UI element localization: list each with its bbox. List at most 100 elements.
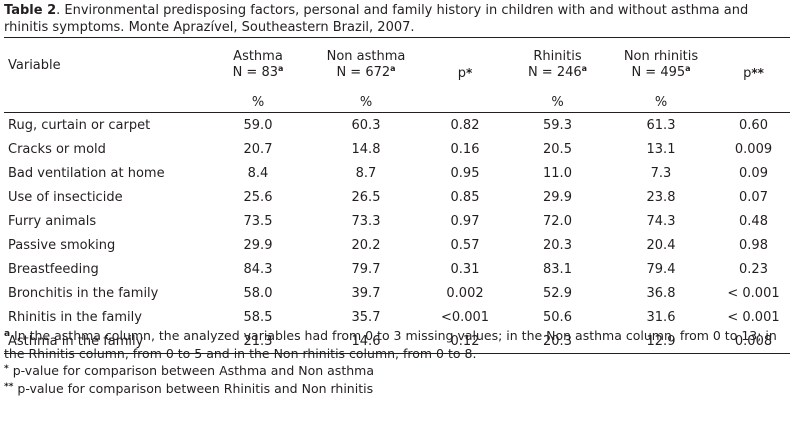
- cell-non-asthma: 14.6: [312, 329, 420, 354]
- header-non-asthma-label: Non asthma: [326, 49, 406, 64]
- caption-text: . Environmental predisposing factors, pe…: [4, 3, 749, 35]
- cell-non-rhinitis: 74.3: [646, 213, 676, 229]
- cell-rhinitis: 20.3: [510, 329, 605, 354]
- table-row: Bronchitis in the family 58.0 39.7 0.002 52.…: [4, 281, 790, 305]
- header-non-rhinitis-n: N = 495a: [631, 64, 691, 81]
- header-non-asthma-n: N = 672a: [336, 64, 396, 81]
- header-variable: Variable: [4, 37, 204, 92]
- cell-p-rhinitis: < 0.001: [727, 309, 780, 325]
- cell-p-rhinitis: 0.60: [739, 117, 768, 133]
- cell-asthma: 21.3: [204, 329, 312, 354]
- cell-rhinitis: 11.0: [543, 165, 572, 181]
- cell-p-asthma: 0.12: [420, 329, 510, 354]
- cell-non-asthma: 20.2: [351, 237, 381, 253]
- caption-label: Table 2: [4, 3, 57, 18]
- cell-non-asthma: 14.8: [351, 141, 381, 157]
- footnote-double-asterisk: ** p-value for comparison between Rhinit…: [4, 380, 374, 396]
- header-asthma-n: N = 83a: [232, 64, 284, 81]
- footnote-a: a In the asthma column, the analyzed var…: [4, 328, 777, 361]
- cell-asthma: 58.0: [243, 285, 273, 301]
- cell-non-asthma: 8.7: [355, 165, 377, 181]
- cell-non-asthma: 79.7: [351, 261, 381, 277]
- cell-variable: Bronchitis in the family: [8, 285, 159, 301]
- table-row: Use of insecticide 25.6 26.5 0.85 29.9 23.8 0.…: [4, 185, 790, 209]
- cell-p-rhinitis: 0.008: [717, 329, 790, 354]
- cell-variable: Passive smoking: [8, 237, 116, 253]
- table-row: Furry animals 73.5 73.3 0.97 72.0 74.3 0.48: [4, 209, 790, 233]
- table-caption: Table 2. Environmental predisposing fact…: [4, 2, 790, 36]
- header-unit-non-rhinitis: %: [605, 92, 717, 113]
- table-row: Asthma in the family 21.3 14.6 0.12 20.3 12.9…: [4, 329, 790, 354]
- cell-rhinitis: 52.9: [543, 285, 572, 301]
- cell-variable: Furry animals: [8, 213, 97, 229]
- table-row: Rug, curtain or carpet 59.0 60.3 0.82 59.3 61…: [4, 113, 790, 138]
- cell-asthma: 25.6: [243, 189, 273, 205]
- cell-p-asthma: 0.97: [450, 213, 480, 229]
- cell-non-asthma: 60.3: [351, 117, 381, 133]
- cell-asthma: 8.4: [247, 165, 269, 181]
- cell-p-asthma: 0.16: [450, 141, 480, 157]
- cell-variable: Use of insecticide: [8, 189, 123, 205]
- table-row: Rhinitis in the family 58.5 35.7 <0.001 50.6…: [4, 305, 790, 329]
- cell-non-rhinitis: 36.8: [646, 285, 676, 301]
- cell-variable: Breastfeeding: [8, 261, 99, 277]
- table-row: Cracks or mold 20.7 14.8 0.16 20.5 13.1 0.009: [4, 137, 790, 161]
- footnote-asterisk: * p-value for comparison between Asthma …: [4, 363, 374, 378]
- cell-p-rhinitis: 0.98: [739, 237, 768, 253]
- cell-p-asthma: 0.57: [450, 237, 480, 253]
- header-non-rhinitis-label: Non rhinitis: [623, 49, 699, 64]
- header-unit-rhinitis: %: [510, 92, 605, 113]
- cell-rhinitis: 83.1: [543, 261, 572, 277]
- cell-asthma: 58.5: [243, 309, 273, 325]
- header-asthma: Asthma N = 83a: [204, 37, 312, 92]
- cell-variable: Asthma in the family: [4, 329, 204, 354]
- cell-variable: Rug, curtain or carpet: [8, 117, 151, 133]
- cell-variable: Bad ventilation at home: [8, 165, 165, 181]
- header-rhinitis: Rhinitis N = 246a: [510, 37, 605, 92]
- table-row: Bad ventilation at home 8.4 8.7 0.95 11.0 7.3…: [4, 161, 790, 185]
- header-p-asthma: p*: [420, 37, 510, 92]
- cell-non-rhinitis: 12.9: [605, 329, 717, 354]
- cell-non-rhinitis: 20.4: [646, 237, 676, 253]
- cell-non-asthma: 26.5: [351, 189, 381, 205]
- cell-rhinitis: 20.3: [543, 237, 572, 253]
- cell-p-asthma: 0.31: [450, 261, 480, 277]
- cell-p-rhinitis: 0.09: [739, 165, 768, 181]
- table-row: Breastfeeding 84.3 79.7 0.31 83.1 79.4 0.23: [4, 257, 790, 281]
- table-footnotes: a In the asthma column, the analyzed var…: [4, 327, 790, 397]
- cell-p-asthma: <0.001: [440, 309, 490, 325]
- cell-p-asthma: 0.002: [446, 285, 484, 301]
- cell-variable: Cracks or mold: [8, 141, 106, 157]
- cell-p-asthma: 0.85: [450, 189, 480, 205]
- cell-asthma: 84.3: [243, 261, 273, 277]
- header-rhinitis-n: N = 246a: [527, 64, 588, 81]
- cell-rhinitis: 72.0: [543, 213, 572, 229]
- cell-non-rhinitis: 13.1: [646, 141, 676, 157]
- header-unit-p2: [717, 92, 790, 113]
- header-rhinitis-label: Rhinitis: [533, 49, 582, 64]
- cell-non-rhinitis: 61.3: [646, 117, 676, 133]
- header-non-asthma: Non asthma N = 672a: [312, 37, 420, 92]
- cell-rhinitis: 59.3: [543, 117, 572, 133]
- cell-p-rhinitis: < 0.001: [727, 285, 780, 301]
- cell-non-asthma: 39.7: [351, 285, 381, 301]
- cell-p-rhinitis: 0.48: [739, 213, 768, 229]
- cell-non-rhinitis: 31.6: [646, 309, 676, 325]
- cell-non-asthma: 73.3: [351, 213, 381, 229]
- cell-p-rhinitis: 0.009: [734, 141, 773, 157]
- cell-p-rhinitis: 0.07: [739, 189, 768, 205]
- cell-asthma: 59.0: [243, 117, 273, 133]
- cell-non-rhinitis: 23.8: [646, 189, 676, 205]
- table-row: Passive smoking 29.9 20.2 0.57 20.3 20.4 0.98: [4, 233, 790, 257]
- header-unit-empty: [4, 92, 204, 113]
- cell-asthma: 73.5: [243, 213, 273, 229]
- cell-non-rhinitis: 79.4: [646, 261, 676, 277]
- cell-rhinitis: 20.5: [543, 141, 572, 157]
- header-asthma-label: Asthma: [233, 49, 283, 64]
- header-unit-non-asthma: %: [312, 92, 420, 113]
- data-table: Variable Asthma N = 83a Non asthma N = 6…: [4, 37, 790, 354]
- header-p-rhinitis: p**: [717, 37, 790, 92]
- cell-p-asthma: 0.95: [450, 165, 480, 181]
- cell-non-asthma: 35.7: [351, 309, 381, 325]
